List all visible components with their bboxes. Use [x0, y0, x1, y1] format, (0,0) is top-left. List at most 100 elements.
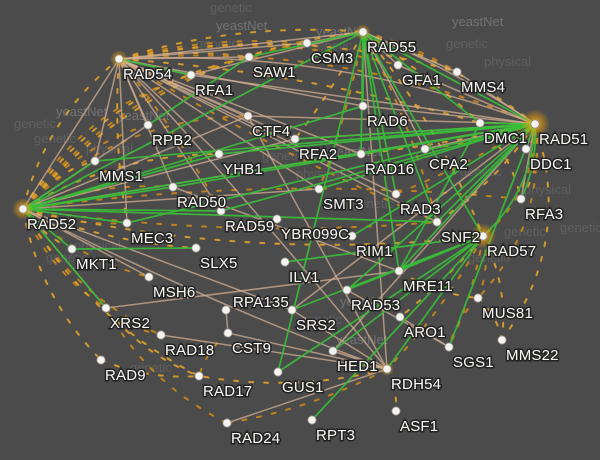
node-aro1[interactable]: [395, 312, 405, 322]
node-ctf4[interactable]: [243, 111, 253, 121]
node-label-ddc1: DDC1: [530, 156, 572, 173]
edge-rdh54-cst9: [227, 332, 388, 370]
node-asf1[interactable]: [391, 406, 401, 416]
node-rad55[interactable]: [358, 27, 368, 37]
node-srs2[interactable]: [287, 305, 297, 315]
node-rpb2[interactable]: [143, 120, 153, 130]
edge-rad54-rad55: [118, 31, 364, 60]
edge-rad55-rad52: [22, 31, 364, 210]
node-yhb1[interactable]: [214, 149, 224, 159]
node-sgs1[interactable]: [444, 342, 454, 352]
edge-rad51-snf2: [436, 123, 536, 223]
watermark-text: genetic: [560, 220, 600, 235]
node-label-rad3: RAD3: [400, 201, 441, 218]
node-mms1[interactable]: [90, 156, 100, 166]
node-rad24[interactable]: [222, 418, 232, 428]
node-slx5[interactable]: [191, 243, 201, 253]
node-dmc1[interactable]: [475, 118, 485, 128]
node-ybr099c[interactable]: [272, 214, 282, 224]
edge-rad51-yhb1: [218, 123, 536, 155]
node-saw1[interactable]: [244, 52, 254, 62]
edge-xrs2-rad17: [105, 307, 200, 377]
node-rfa2[interactable]: [290, 134, 300, 144]
edge-rad51-rad50: [172, 123, 536, 188]
node-label-ctf4: CTF4: [252, 123, 290, 140]
node-rfa1[interactable]: [186, 70, 196, 80]
node-rpt3[interactable]: [307, 415, 317, 425]
node-rad16[interactable]: [356, 149, 366, 159]
node-rad54[interactable]: [114, 54, 124, 64]
edge-rad54-rad52: [22, 58, 120, 210]
node-smt3[interactable]: [314, 184, 324, 194]
node-label-rad24: RAD24: [231, 430, 280, 447]
node-label-rad50: RAD50: [177, 194, 226, 211]
edge-rad52-xrs2: [22, 208, 107, 309]
node-ddc1[interactable]: [521, 144, 531, 154]
node-rad51[interactable]: [530, 119, 540, 129]
edge-rad51-mec3: [126, 123, 536, 224]
node-hed1[interactable]: [328, 346, 338, 356]
edge-rad57-srs2: [291, 235, 484, 311]
node-label-gfa1: GFA1: [402, 72, 441, 89]
node-snf2[interactable]: [432, 217, 442, 227]
node-mms22[interactable]: [497, 335, 507, 345]
node-ilv1[interactable]: [280, 257, 290, 267]
node-label-mms1: MMS1: [99, 168, 143, 185]
node-label-rdh54: RDH54: [391, 376, 441, 393]
node-gfa1[interactable]: [393, 60, 403, 70]
edge-rad52-slx5: [22, 208, 197, 249]
node-label-rad55: RAD55: [367, 39, 416, 56]
edge-rad52-saw1: [22, 56, 250, 210]
node-rdh54[interactable]: [382, 364, 392, 374]
edge-rad54-mec3: [116, 58, 128, 224]
node-csm3[interactable]: [302, 38, 312, 48]
node-rad57[interactable]: [478, 231, 488, 241]
node-cst9[interactable]: [223, 328, 233, 338]
watermark-text: genetic: [34, 131, 76, 146]
watermark-text: genetic: [46, 250, 88, 265]
node-label-hed1: HED1: [337, 358, 378, 375]
edge-rad52-srs2: [22, 208, 293, 311]
node-rad9[interactable]: [96, 355, 106, 365]
node-label-rad59: RAD59: [225, 218, 274, 235]
edge-rdh54-srs2: [291, 309, 388, 370]
node-mre11[interactable]: [394, 266, 404, 276]
node-label-rad6: RAD6: [367, 113, 408, 130]
edge-rad55-mre11: [362, 31, 400, 272]
node-msh6[interactable]: [144, 272, 154, 282]
node-rad18[interactable]: [156, 330, 166, 340]
node-gus1[interactable]: [273, 367, 283, 377]
watermark-text: physical: [296, 166, 343, 181]
node-rad50[interactable]: [168, 182, 178, 192]
edge-rad55-rad3: [362, 31, 397, 195]
node-mus81[interactable]: [473, 293, 483, 303]
node-label-csm3: CSM3: [311, 50, 353, 67]
node-label-ybr099c: YBR099C: [281, 226, 349, 243]
node-label-rad16: RAD16: [365, 161, 414, 178]
node-rad6[interactable]: [358, 101, 368, 111]
node-rfa3[interactable]: [516, 194, 526, 204]
edge-rad51-snf2: [436, 123, 536, 223]
node-label-rim1: RIM1: [356, 243, 393, 260]
node-rpa135[interactable]: [221, 305, 231, 315]
node-rad53[interactable]: [342, 285, 352, 295]
edge-rad51-rfa2: [294, 123, 536, 140]
edge-rad51-smt3: [318, 123, 536, 190]
node-mms4[interactable]: [452, 67, 462, 77]
node-mec3[interactable]: [122, 218, 132, 228]
node-label-rpt3: RPT3: [316, 427, 355, 444]
node-rim1[interactable]: [347, 231, 357, 241]
node-rad3[interactable]: [391, 189, 401, 199]
node-cpa2[interactable]: [420, 144, 430, 154]
edge-rad52-rad57: [22, 208, 484, 246]
node-mkt1[interactable]: [67, 244, 77, 254]
node-label-rad53: RAD53: [351, 297, 400, 314]
node-label-smt3: SMT3: [323, 196, 364, 213]
watermark-text: genetic: [352, 196, 394, 211]
node-xrs2[interactable]: [101, 303, 111, 313]
node-rad17[interactable]: [194, 371, 204, 381]
node-rad59[interactable]: [216, 206, 226, 216]
edge-rad55-dmc1: [362, 31, 481, 124]
node-rad52[interactable]: [18, 204, 28, 214]
